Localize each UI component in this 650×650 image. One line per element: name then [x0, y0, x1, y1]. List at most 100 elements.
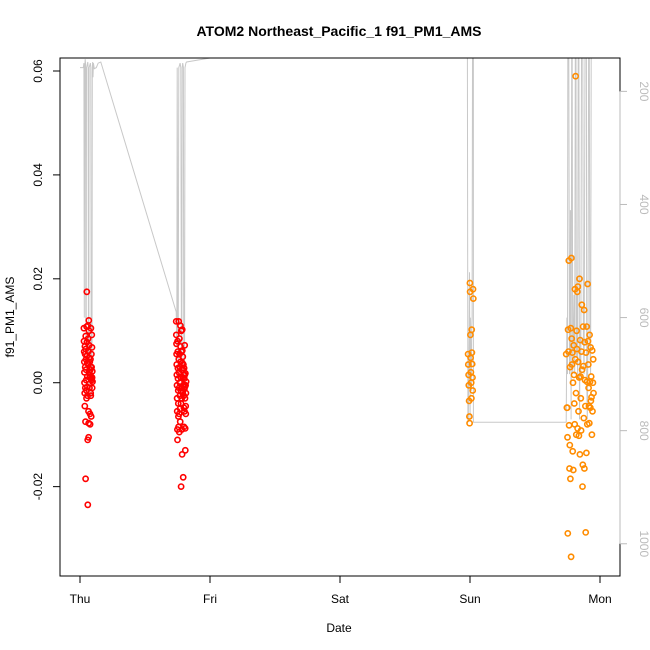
data-point-s1-14 [468, 326, 476, 334]
data-point-s1-91 [585, 419, 593, 427]
data-point-s0-64 [88, 384, 96, 392]
data-point-s1-6 [466, 419, 473, 427]
data-point-s1-44 [570, 371, 578, 379]
y-tick-label-4: 0.06 [31, 59, 45, 83]
data-point-s1-89 [585, 384, 592, 392]
data-point-s1-69 [578, 366, 586, 374]
data-point-s1-20 [469, 295, 477, 302]
x-axis: Thu Fri Sat Sun Mon [70, 575, 612, 606]
data-point-s1-83 [583, 323, 591, 330]
data-point-s1-66 [577, 427, 585, 434]
data-point-s0-140 [182, 402, 190, 410]
data-point-s0-113 [178, 326, 186, 334]
data-point-s1-100 [588, 347, 596, 354]
data-point-s1-72 [579, 323, 587, 330]
data-point-s1-88 [584, 361, 592, 368]
x-tick-label-4: Mon [588, 592, 611, 606]
y-axis: -0.02 0.00 0.02 0.04 0.06 [31, 59, 61, 501]
data-point-s1-19 [469, 285, 477, 293]
data-point-s0-65 [88, 367, 96, 375]
data-point-s0-54 [87, 324, 95, 332]
data-point-s0-121 [179, 473, 187, 481]
data-point-s0-48 [86, 420, 94, 428]
data-point-s1-49 [572, 72, 579, 80]
data-point-s0-13 [82, 475, 89, 483]
y-tick-label-1: 0.00 [31, 371, 45, 395]
data-point-s0-98 [176, 418, 184, 426]
data-point-s1-40 [569, 447, 577, 455]
data-point-s1-58 [575, 407, 582, 415]
y-tick-label-2: 0.02 [31, 267, 45, 291]
data-point-s1-35 [567, 553, 575, 561]
data-point-s1-7 [466, 279, 474, 287]
data-point-s1-34 [567, 324, 575, 332]
data-point-s0-38 [85, 316, 93, 324]
data-point-s0-56 [87, 413, 95, 420]
y-tick-label-0: -0.02 [31, 473, 45, 501]
y2-tick-label-0: 200 [637, 81, 650, 101]
data-point-s0-141 [182, 410, 190, 418]
data-point-s0-132 [181, 341, 189, 349]
data-point-s1-25 [564, 530, 572, 537]
x-tick-label-1: Fri [203, 592, 217, 606]
data-point-s1-65 [577, 394, 585, 402]
y2-tick-label-3: 800 [637, 421, 650, 441]
data-point-s1-33 [567, 475, 574, 483]
data-point-s1-52 [573, 327, 580, 335]
data-point-s1-24 [564, 433, 571, 441]
data-point-s1-18 [469, 387, 477, 394]
data-point-s1-61 [576, 275, 583, 283]
data-point-s1-62 [576, 450, 584, 458]
data-point-s0-7 [81, 402, 89, 410]
data-point-s1-23 [563, 404, 571, 412]
data-point-s0-58 [88, 350, 95, 358]
data-point-s0-139 [182, 381, 189, 389]
data-point-s1-36 [568, 254, 575, 262]
data-point-s1-41 [569, 379, 577, 387]
data-point-s1-84 [583, 378, 591, 386]
data-point-s0-137 [181, 446, 189, 454]
data-point-s1-70 [579, 483, 586, 490]
data-point-s1-57 [574, 358, 582, 366]
data-point-s1-16 [468, 360, 476, 368]
data-point-s1-87 [584, 337, 592, 345]
data-points-layer [80, 72, 597, 561]
data-point-s1-31 [566, 441, 574, 449]
data-point-s1-15 [468, 349, 476, 356]
data-point-s0-53 [87, 392, 95, 400]
data-point-s0-63 [88, 374, 96, 381]
data-point-s0-67 [172, 317, 180, 325]
data-point-s1-76 [581, 465, 588, 472]
data-point-s1-82 [583, 449, 590, 457]
data-point-s1-1 [464, 361, 472, 368]
x-tick-label-0: Thu [70, 592, 91, 606]
data-point-s1-77 [581, 338, 589, 346]
data-point-s1-101 [589, 407, 596, 415]
data-point-s1-104 [590, 389, 597, 397]
data-point-s1-27 [565, 348, 572, 355]
data-point-s1-75 [580, 306, 588, 314]
data-point-s0-59 [88, 363, 95, 371]
data-point-s0-105 [177, 483, 185, 490]
data-point-s1-13 [467, 394, 475, 402]
y-tick-label-3: 0.04 [31, 163, 45, 187]
data-point-s0-142 [182, 389, 190, 397]
data-point-s0-32 [84, 335, 92, 342]
data-point-s1-59 [575, 432, 583, 440]
y2-tick-label-1: 400 [637, 194, 650, 214]
data-point-s0-143 [182, 378, 190, 386]
y2-tick-label-4: 1000 [637, 530, 650, 557]
chart-title: ATOM2 Northeast_Pacific_1 f91_PM1_AMS [196, 23, 481, 39]
y2-tick-label-2: 600 [637, 308, 650, 328]
data-point-s1-38 [568, 361, 576, 368]
data-point-s1-103 [589, 355, 597, 363]
data-point-s1-81 [582, 349, 590, 356]
data-point-s1-39 [569, 349, 576, 356]
data-point-s1-97 [587, 373, 595, 380]
data-point-s0-122 [179, 361, 187, 368]
data-point-s0-30 [84, 501, 92, 509]
data-point-s0-36 [85, 433, 92, 441]
data-point-s1-42 [569, 466, 577, 474]
data-point-s1-86 [584, 280, 591, 288]
